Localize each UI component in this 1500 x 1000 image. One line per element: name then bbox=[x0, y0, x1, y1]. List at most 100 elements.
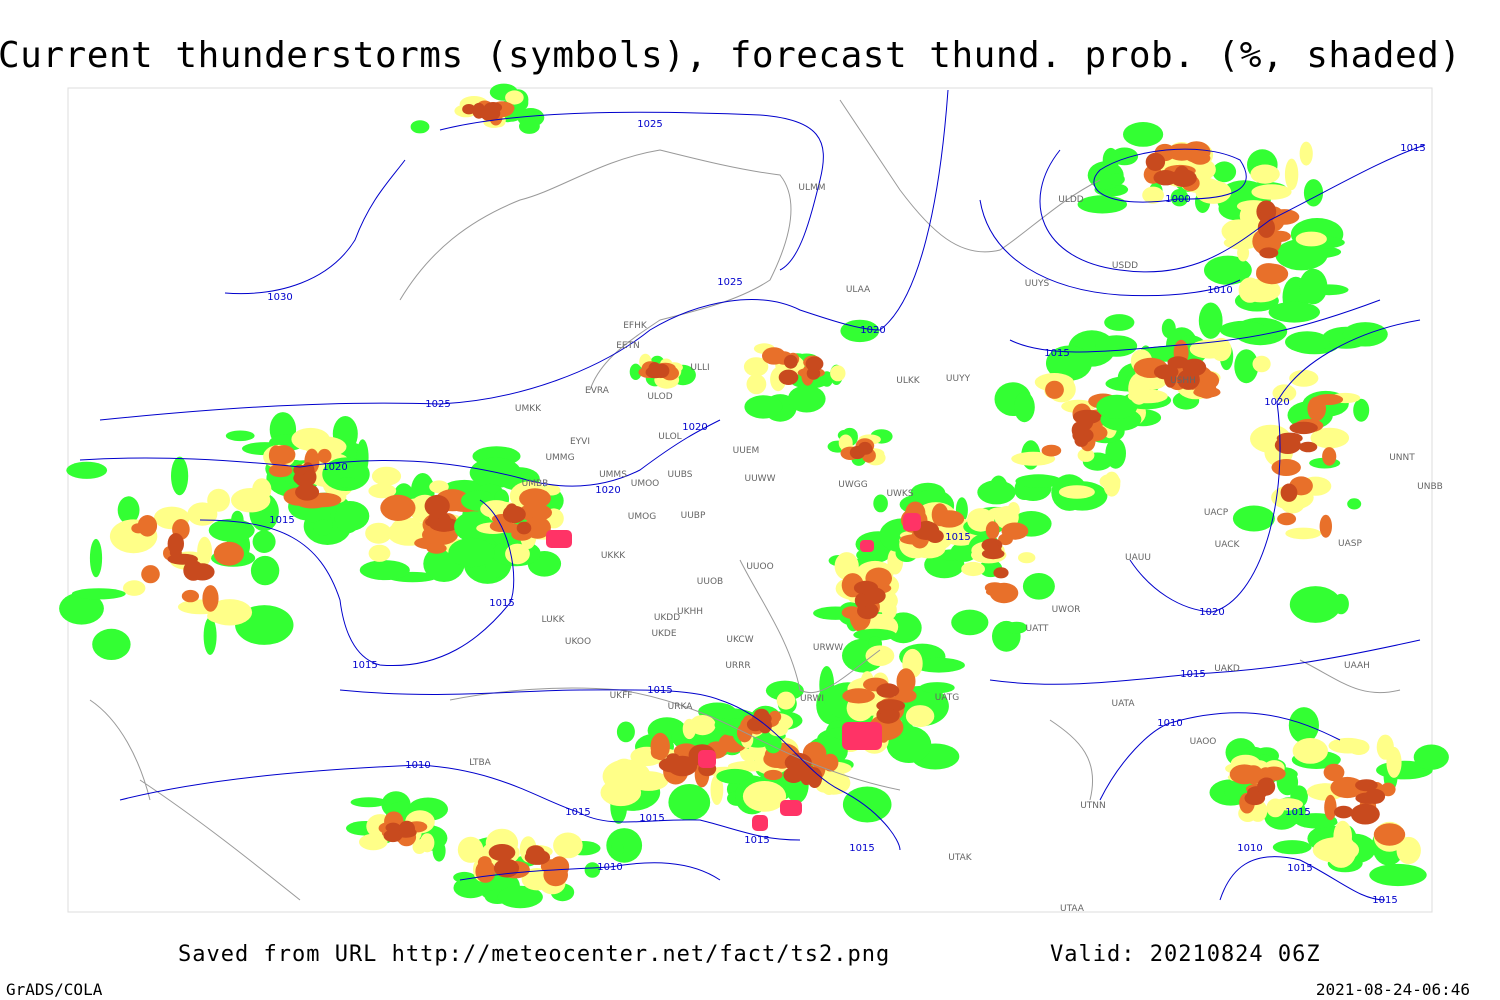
station-label: ULKK bbox=[896, 376, 921, 386]
shading-cell bbox=[783, 354, 798, 369]
shading-cell bbox=[834, 552, 859, 581]
shading-cell bbox=[488, 844, 516, 862]
isobar-label: 1015 bbox=[352, 660, 377, 671]
shading-cell bbox=[1045, 380, 1064, 399]
shading-cell bbox=[1251, 184, 1292, 200]
shading-cell bbox=[977, 480, 1016, 505]
isobar-label: 1025 bbox=[425, 399, 450, 410]
station-label: LTBA bbox=[469, 758, 491, 768]
shading-cell bbox=[1219, 320, 1267, 339]
isobar-label: 1015 bbox=[647, 685, 672, 696]
shading-cell bbox=[453, 877, 488, 899]
shading-cell bbox=[787, 385, 826, 413]
coastline bbox=[839, 99, 1101, 253]
isobar-label: 1025 bbox=[717, 277, 742, 288]
isobar bbox=[339, 689, 901, 851]
isobar-labels: 1025 1030 1025 1020 1025 1020 1020 1020 1015 1015… bbox=[267, 119, 1425, 906]
shading-cell bbox=[181, 589, 199, 603]
shading-cell bbox=[1232, 505, 1275, 532]
station-label: ULLI bbox=[690, 363, 709, 373]
shading-cell bbox=[1256, 263, 1289, 285]
station-label: UAKD bbox=[1214, 664, 1240, 674]
station-label: EFHK bbox=[623, 321, 648, 331]
shading-cell bbox=[629, 771, 669, 791]
shading-cell bbox=[1123, 121, 1164, 147]
shading-cell bbox=[432, 840, 446, 862]
shading-cell bbox=[783, 767, 804, 783]
isobar-label: 1020 bbox=[1199, 607, 1224, 618]
station-label: UATA bbox=[1111, 699, 1135, 709]
shading-cell bbox=[716, 768, 754, 784]
station-label: URKA bbox=[668, 702, 694, 712]
shading-cell bbox=[359, 833, 388, 851]
shading-cell bbox=[462, 104, 476, 115]
station-label: UACK bbox=[1215, 540, 1241, 550]
shading-cell bbox=[1323, 763, 1345, 782]
shading-cell bbox=[1262, 766, 1286, 781]
shading-cell bbox=[1142, 186, 1164, 204]
station-label: UTAA bbox=[1060, 904, 1085, 914]
shading-cell bbox=[1326, 834, 1357, 868]
shading-cell bbox=[1250, 164, 1280, 184]
shading-cell bbox=[876, 683, 900, 698]
station-label: UKFF bbox=[610, 691, 633, 701]
shading-cell bbox=[1348, 739, 1370, 755]
shading-cell bbox=[951, 609, 989, 636]
isobar bbox=[459, 862, 721, 881]
shading-cell bbox=[1353, 398, 1370, 422]
shading-cell bbox=[912, 657, 965, 673]
coastline bbox=[1049, 659, 1401, 801]
isobar-label: 1010 bbox=[405, 760, 430, 771]
isobar-label: 1010 bbox=[1207, 285, 1232, 296]
shading-cell bbox=[1288, 707, 1319, 744]
station-label: UUOB bbox=[697, 577, 723, 587]
shading-cell bbox=[645, 366, 665, 379]
shading-cell bbox=[371, 466, 402, 486]
shading-cell bbox=[117, 496, 140, 524]
shading-cell bbox=[822, 753, 839, 772]
station-label: ULMM bbox=[798, 183, 825, 193]
shading-cell bbox=[334, 503, 361, 534]
isobar-label: 1020 bbox=[322, 462, 347, 473]
station-label: USDD bbox=[1112, 261, 1138, 271]
shading-cell bbox=[141, 565, 160, 584]
station-label: UKDD bbox=[654, 613, 680, 623]
shading-cell bbox=[213, 541, 244, 566]
isobar bbox=[1093, 148, 1247, 203]
shading-cell bbox=[650, 732, 670, 761]
shading-cell bbox=[1177, 369, 1200, 390]
shading-cell bbox=[1284, 158, 1299, 191]
shading-cell bbox=[454, 511, 496, 543]
station-label: UKOO bbox=[565, 637, 591, 647]
shading-cell bbox=[1295, 231, 1327, 247]
shading-cell bbox=[1229, 764, 1260, 785]
shading-cell bbox=[519, 118, 540, 134]
station-label: UWOR bbox=[1052, 605, 1081, 615]
station-label: UUBP bbox=[681, 511, 706, 521]
isobar-label: 1010 bbox=[1157, 718, 1182, 729]
shading-cell bbox=[1313, 394, 1344, 405]
shading-cell bbox=[816, 771, 851, 795]
station-label: UMBB bbox=[522, 479, 549, 489]
station-label: UKKK bbox=[601, 551, 626, 561]
isobar bbox=[989, 639, 1421, 685]
shading-cell bbox=[805, 356, 824, 372]
shading-cell bbox=[1196, 380, 1217, 399]
shading-cell bbox=[1347, 498, 1362, 510]
station-label: URWW bbox=[813, 643, 843, 653]
station-label: UUWW bbox=[745, 474, 776, 484]
shading-cell bbox=[1285, 527, 1322, 540]
shading-cell bbox=[1289, 421, 1318, 435]
isobar-label: 1015 bbox=[489, 598, 514, 609]
isobar bbox=[1039, 144, 1426, 273]
station-label: UNBB bbox=[1417, 482, 1443, 492]
shading-cell bbox=[171, 456, 189, 496]
shading-cell bbox=[293, 464, 307, 476]
probability-shading bbox=[59, 83, 1449, 909]
shading-cell bbox=[758, 718, 772, 734]
station-labels: ULMM ULAA EFHK EETN ULLI EVRA ULOD UMKK ULOL EYVI… bbox=[469, 183, 1443, 914]
shading-cell bbox=[629, 363, 642, 380]
shading-cell bbox=[1001, 522, 1029, 540]
station-label: EYVI bbox=[570, 437, 590, 447]
shading-cell bbox=[1299, 268, 1328, 305]
